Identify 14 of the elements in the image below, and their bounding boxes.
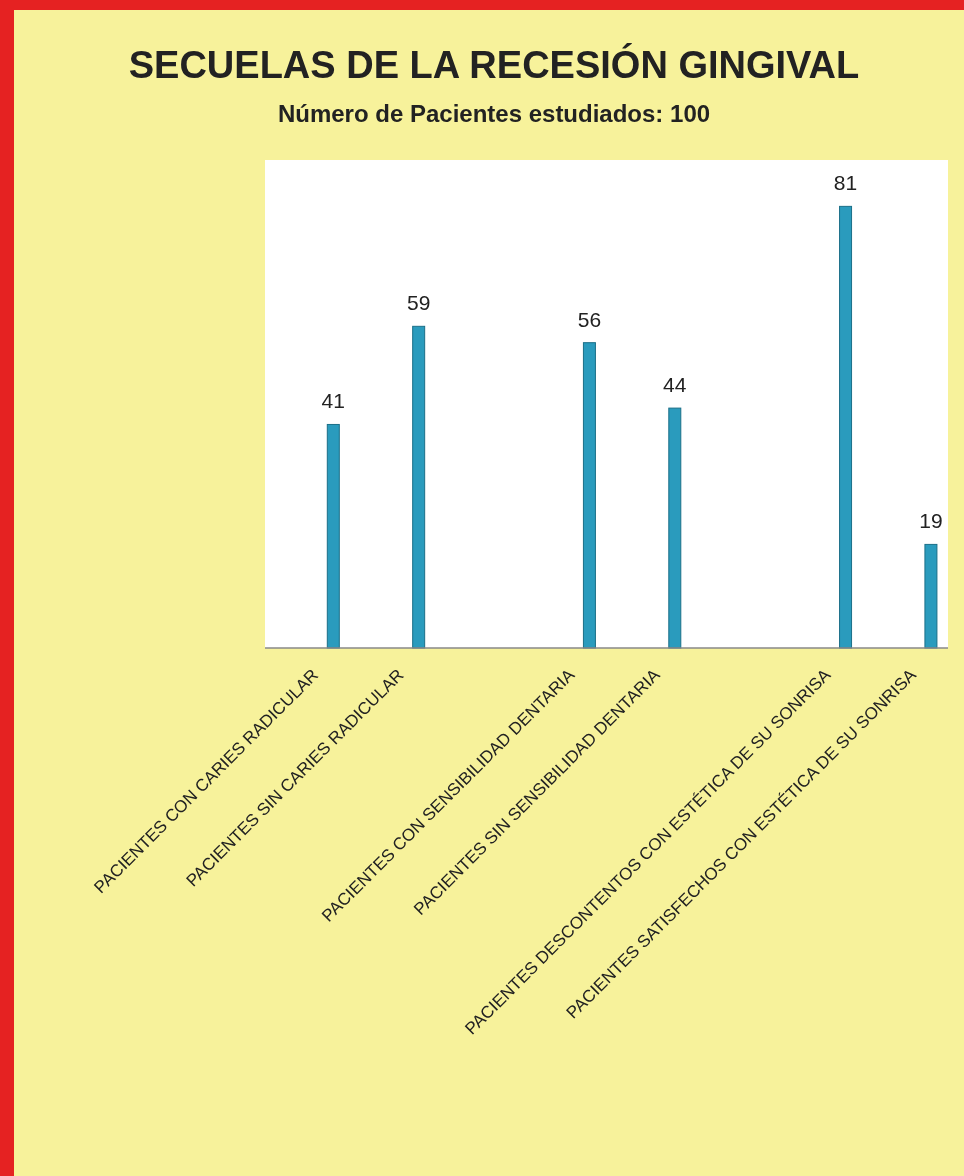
bar [412,325,426,649]
bar [924,543,938,649]
data-label: 19 [919,509,943,533]
chart-subtitle: Número de Pacientes estudiados: 100 [277,100,711,127]
data-label: 59 [407,291,431,315]
data-label: 41 [321,389,345,413]
data-label: 44 [663,373,687,397]
bar [582,342,596,649]
bar [668,407,682,649]
bar [326,423,340,649]
data-label: 81 [833,171,858,195]
chart-title: SECUELAS DE LA RECESIÓN GINGIVAL [128,43,860,86]
bar [839,205,853,649]
data-label: 56 [577,307,602,331]
